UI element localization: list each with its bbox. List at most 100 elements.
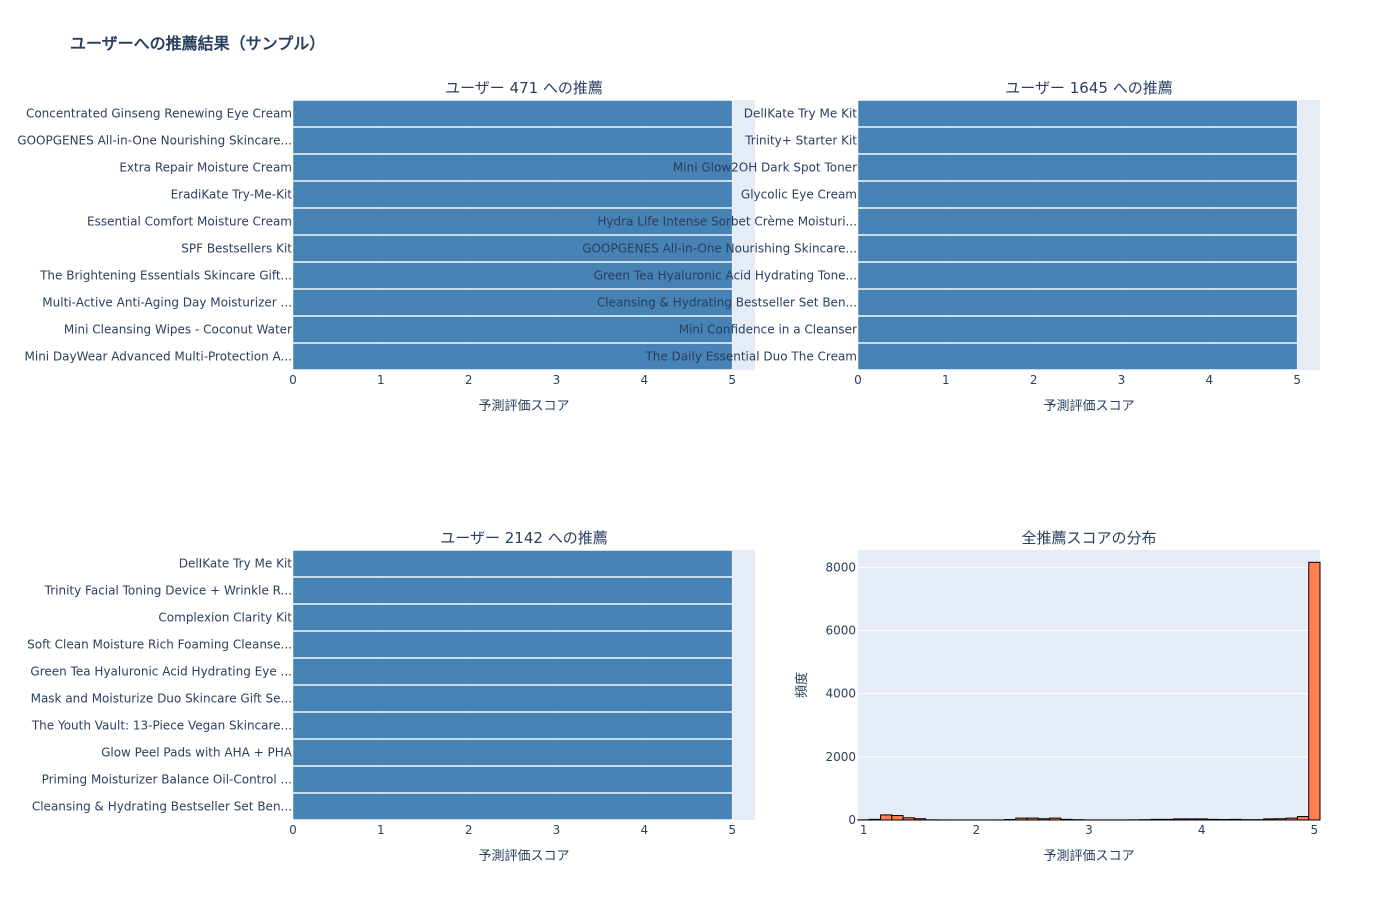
y-tick-label: Mini Confidence in a Cleanser: [679, 323, 857, 337]
x-axis-title: 予測評価スコア: [478, 849, 569, 864]
subplot-title: 全推薦スコアの分布: [1021, 529, 1156, 547]
y-tick-label: The Daily Essential Duo The Cream: [644, 350, 857, 364]
y-tick-label: 4000: [825, 687, 856, 701]
x-tick-label: 3: [553, 373, 561, 387]
x-tick-label: 2: [972, 823, 980, 837]
bar: [292, 181, 733, 208]
x-tick-label: 2: [465, 823, 473, 837]
bar: [857, 208, 1298, 235]
bar: [292, 631, 733, 658]
y-tick-label: Cleansing & Hydrating Bestseller Set Ben…: [597, 296, 857, 310]
bar: [292, 577, 733, 604]
bar: [857, 181, 1298, 208]
bar: [292, 127, 733, 154]
y-axis-title: 頻度: [794, 672, 810, 698]
histogram-bar: [891, 815, 904, 821]
histogram-bar: [1060, 818, 1073, 821]
bar: [292, 550, 733, 577]
bar: [857, 343, 1298, 370]
x-tick-label: 3: [1085, 823, 1093, 837]
y-tick-label: Green Tea Hyaluronic Acid Hydrating Tone…: [594, 269, 857, 283]
y-tick-label: Extra Repair Moisture Cream: [119, 161, 292, 175]
y-tick-label: 2000: [825, 750, 856, 764]
y-tick-label: GOOPGENES All-in-One Nourishing Skincare…: [17, 134, 292, 148]
y-tick-label: Multi-Active Anti-Aging Day Moisturizer …: [42, 296, 292, 310]
x-tick-label: 2: [465, 373, 473, 387]
plot-area: [858, 550, 1320, 820]
bar: [292, 262, 733, 289]
histogram-bar: [1206, 818, 1220, 821]
y-tick-label: Glow Peel Pads with AHA + PHA: [101, 746, 293, 760]
bar: [292, 343, 733, 370]
y-tick-label: SPF Bestsellers Kit: [181, 242, 292, 256]
x-tick-label: 4: [641, 823, 649, 837]
x-tick-label: 4: [1198, 823, 1206, 837]
x-tick-label: 0: [289, 373, 297, 387]
y-tick-label: The Youth Vault: 13-Piece Vegan Skincare…: [31, 719, 292, 733]
bar: [857, 235, 1298, 262]
bar: [857, 127, 1298, 154]
histogram-bar: [1150, 818, 1163, 821]
bar: [857, 289, 1298, 316]
bar: [857, 154, 1298, 181]
x-tick-label: 0: [289, 823, 297, 837]
y-tick-label: The Brightening Essentials Skincare Gift…: [39, 269, 292, 283]
histogram-bar: [868, 818, 882, 821]
x-tick-label: 4: [1206, 373, 1214, 387]
x-tick-label: 5: [728, 823, 736, 837]
y-tick-label: Concentrated Ginseng Renewing Eye Cream: [26, 107, 292, 121]
histogram-bar: [1274, 818, 1287, 821]
bar: [292, 208, 733, 235]
histogram-bar: [1308, 561, 1321, 821]
y-tick-label: 0: [848, 813, 856, 827]
y-tick-label: GOOPGENES All-in-One Nourishing Skincare…: [582, 242, 857, 256]
histogram-bar: [1184, 818, 1197, 821]
y-tick-label: Complexion Clarity Kit: [158, 611, 292, 625]
y-tick-label: Mini Glow2OH Dark Spot Toner: [673, 161, 857, 175]
histogram-bar: [1195, 818, 1208, 821]
bar: [292, 712, 733, 739]
x-tick-label: 3: [553, 823, 561, 837]
bar: [857, 262, 1298, 289]
x-tick-label: 3: [1118, 373, 1126, 387]
histogram-bar: [1173, 818, 1186, 821]
bar: [292, 316, 733, 343]
histogram-bar: [902, 817, 915, 821]
y-tick-label: Mask and Moisturize Duo Skincare Gift Se…: [31, 692, 292, 706]
x-tick-label: 5: [728, 373, 736, 387]
x-tick-label: 1: [377, 373, 385, 387]
x-tick-label: 4: [641, 373, 649, 387]
bar: [292, 235, 733, 262]
y-tick-label: 8000: [825, 560, 856, 574]
x-axis-title: 予測評価スコア: [1043, 849, 1134, 864]
y-tick-label: Cleansing & Hydrating Bestseller Set Ben…: [32, 800, 292, 814]
x-tick-label: 5: [1311, 823, 1319, 837]
subplot-title: ユーザー 471 への推薦: [445, 79, 603, 97]
bar: [292, 100, 733, 127]
figure-title: ユーザーへの推薦結果（サンプル）: [70, 34, 325, 53]
histogram-bar: [1263, 818, 1276, 821]
y-tick-label: 6000: [825, 624, 856, 638]
x-axis-title: 予測評価スコア: [478, 399, 569, 414]
y-tick-label: DelIKate Try Me Kit: [179, 557, 293, 571]
y-tick-label: Trinity+ Starter Kit: [744, 134, 857, 148]
x-tick-label: 2: [1030, 373, 1038, 387]
x-tick-label: 0: [854, 373, 862, 387]
histogram-bar: [1049, 817, 1062, 821]
bar: [292, 766, 733, 793]
y-tick-label: Mini Cleansing Wipes - Coconut Water: [64, 323, 292, 337]
bar: [292, 793, 733, 820]
x-tick-label: 1: [377, 823, 385, 837]
y-tick-label: Soft Clean Moisture Rich Foaming Cleanse…: [27, 638, 292, 652]
histogram-bar: [1161, 818, 1175, 821]
histogram-bar: [1037, 818, 1051, 821]
y-tick-label: EradiKate Try-Me-Kit: [171, 188, 293, 202]
bar: [857, 100, 1298, 127]
x-tick-label: 1: [860, 823, 868, 837]
histogram-bar: [1285, 817, 1298, 821]
y-tick-label: Hydra Life Intense Sorbet Crème Moisturi…: [597, 215, 857, 229]
y-tick-label: Glycolic Eye Cream: [741, 188, 857, 202]
histogram-bar: [1026, 817, 1039, 821]
